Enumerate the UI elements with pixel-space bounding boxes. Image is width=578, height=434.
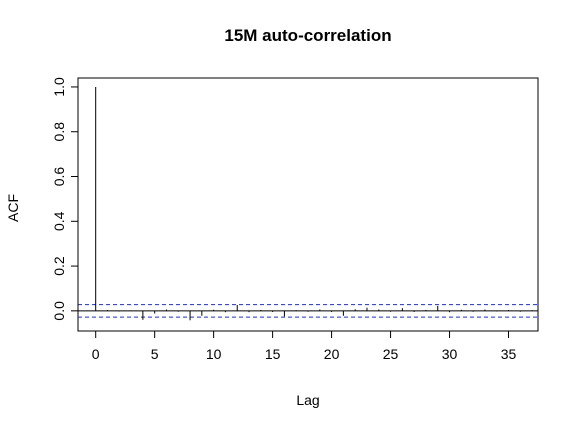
chart-title: 15M auto-correlation	[224, 26, 391, 45]
x-tick-label: 0	[92, 346, 100, 362]
x-axis-label: Lag	[296, 392, 319, 408]
y-tick-label: 0.8	[51, 122, 67, 142]
y-tick-label: 0.4	[51, 211, 67, 231]
x-tick-label: 15	[265, 346, 281, 362]
y-tick-label: 0.6	[51, 167, 67, 187]
plot-area: 0 5 10 15 20 25 30 35 0.0 0.2 0.4 0.6 0.8 1.0	[51, 77, 539, 362]
x-tick-label: 35	[501, 346, 517, 362]
x-tick-label: 25	[383, 346, 399, 362]
y-tick-label: 0.0	[51, 301, 67, 321]
y-axis-label: ACF	[5, 194, 21, 222]
x-tick-label: 20	[324, 346, 340, 362]
y-tick-label: 1.0	[51, 77, 67, 97]
x-tick-label: 30	[442, 346, 458, 362]
x-tick-label: 10	[206, 346, 222, 362]
y-tick-label: 0.2	[51, 256, 67, 276]
x-tick-label: 5	[151, 346, 159, 362]
